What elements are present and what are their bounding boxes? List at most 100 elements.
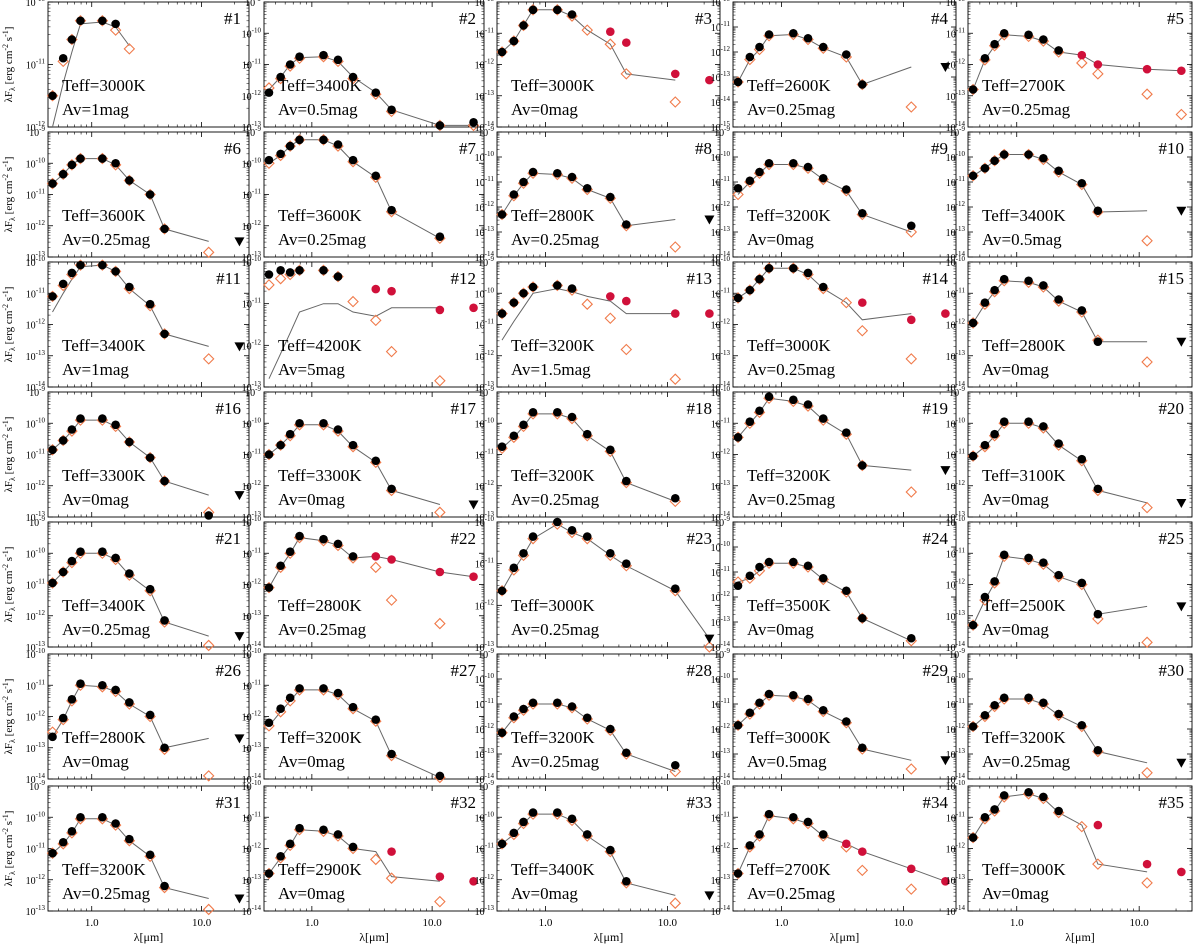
y-tick-label: 10-13 xyxy=(26,640,46,654)
x-tick-label: 10.0 xyxy=(658,917,678,929)
observed-point xyxy=(67,556,77,566)
observed-point xyxy=(509,36,519,46)
observed-point xyxy=(789,557,798,567)
model-diamond xyxy=(856,864,869,877)
excess-point xyxy=(906,864,916,874)
model-diamond xyxy=(669,373,682,385)
observed-point xyxy=(67,827,77,836)
observed-point xyxy=(111,420,120,430)
y-tick-label: 10-13 xyxy=(475,640,495,654)
observed-point xyxy=(264,88,274,97)
observed-point xyxy=(528,698,538,708)
observed-point xyxy=(160,616,169,625)
observed-point xyxy=(111,267,120,276)
observed-point xyxy=(553,517,562,527)
observed-point xyxy=(1054,439,1063,448)
observed-point xyxy=(125,437,134,447)
model-diamond xyxy=(1141,88,1153,100)
observed-point xyxy=(497,210,507,219)
observed-point xyxy=(387,749,396,759)
observed-point xyxy=(264,869,274,878)
y-tick-label: 10-13 xyxy=(26,741,46,755)
excess-point xyxy=(1142,64,1152,74)
y-tick-label: 10-14 xyxy=(946,250,966,264)
observed-point xyxy=(980,53,990,63)
observed-point xyxy=(145,850,155,860)
y-tick-label: 10-11 xyxy=(475,557,495,571)
teff-label: Teff=2800K xyxy=(62,728,146,747)
observed-point xyxy=(145,453,155,462)
y-tick-label: 10-10 xyxy=(475,416,495,430)
y-tick-label: 10-11 xyxy=(475,26,495,40)
teff-label: Teff=3200K xyxy=(511,466,595,485)
y-tick-label: 10-11 xyxy=(242,678,262,692)
observed-point xyxy=(48,578,57,588)
y-tick-label: 10-10 xyxy=(242,26,262,40)
y-tick-label: 10-10 xyxy=(946,0,966,9)
x-tick-label: 10.0 xyxy=(192,917,212,929)
observed-point xyxy=(387,105,396,115)
observed-point xyxy=(733,433,743,442)
observed-point xyxy=(348,702,358,712)
model-diamond xyxy=(1092,613,1104,625)
observed-point xyxy=(606,724,615,734)
observed-point xyxy=(582,429,592,439)
observed-point xyxy=(553,281,562,290)
observed-point xyxy=(980,812,990,822)
excess-point xyxy=(1177,66,1186,76)
teff-label: Teff=3200K xyxy=(511,336,595,355)
teff-label: Teff=3000K xyxy=(511,596,595,615)
observed-point xyxy=(670,493,680,503)
model-sed-line xyxy=(737,694,912,761)
y-tick-label: 10-13 xyxy=(946,349,966,363)
observed-point xyxy=(435,771,445,781)
model-diamond xyxy=(1141,234,1153,247)
y-tick-label: 10-11 xyxy=(475,842,495,856)
y-tick-label: 10-13 xyxy=(26,349,46,363)
y-tick-label: 10-12 xyxy=(475,722,495,736)
observed-point xyxy=(745,708,755,718)
panel-frame xyxy=(496,131,721,258)
observed-point xyxy=(1039,698,1048,708)
observed-point xyxy=(145,584,155,594)
observed-point xyxy=(76,260,85,270)
observed-point xyxy=(980,298,990,307)
observed-point xyxy=(111,685,120,695)
y-tick-label: 10-9 xyxy=(714,647,730,661)
observed-point xyxy=(803,268,813,278)
observed-point xyxy=(67,35,77,44)
y-tick-label: 10-13 xyxy=(26,904,46,918)
observed-point xyxy=(1039,792,1048,802)
observed-point xyxy=(333,539,343,549)
model-diamond xyxy=(123,43,136,55)
observed-point xyxy=(818,573,828,583)
upper-limit-triangle xyxy=(234,342,245,352)
observed-point xyxy=(528,532,538,541)
y-tick-label: 10-14 xyxy=(242,640,262,654)
observed-point xyxy=(622,220,631,229)
observed-point xyxy=(745,52,755,62)
observed-point xyxy=(295,52,304,61)
observed-point xyxy=(285,839,295,849)
model-sed-line xyxy=(52,818,209,899)
y-tick-label: 10-12 xyxy=(242,842,262,856)
y-axis-label: λFλ [erg cm-2 s-1] xyxy=(1,547,17,623)
observed-point xyxy=(1077,454,1087,464)
panel-number: #7 xyxy=(459,139,477,158)
observed-point xyxy=(764,557,774,567)
upper-limit-triangle xyxy=(1176,498,1187,508)
y-tick-label: 10-10 xyxy=(946,515,966,529)
x-tick-label: 1.0 xyxy=(1010,917,1024,929)
observed-point xyxy=(745,417,755,426)
av-label: Av=0.25mag xyxy=(747,360,836,379)
observed-point xyxy=(111,158,120,168)
observed-point xyxy=(789,158,798,168)
y-tick-label: 10-14 xyxy=(242,904,262,918)
panel-21: 10-13 10-12 10-11 10-10 10-9 #21 Teff=3400K Av=… xyxy=(26,515,250,654)
observed-point xyxy=(1054,570,1063,580)
observed-point xyxy=(733,293,743,303)
y-tick-label: 10-10 xyxy=(946,416,966,430)
observed-point xyxy=(387,484,396,494)
model-sed-line xyxy=(737,267,912,321)
excess-point xyxy=(670,69,680,79)
